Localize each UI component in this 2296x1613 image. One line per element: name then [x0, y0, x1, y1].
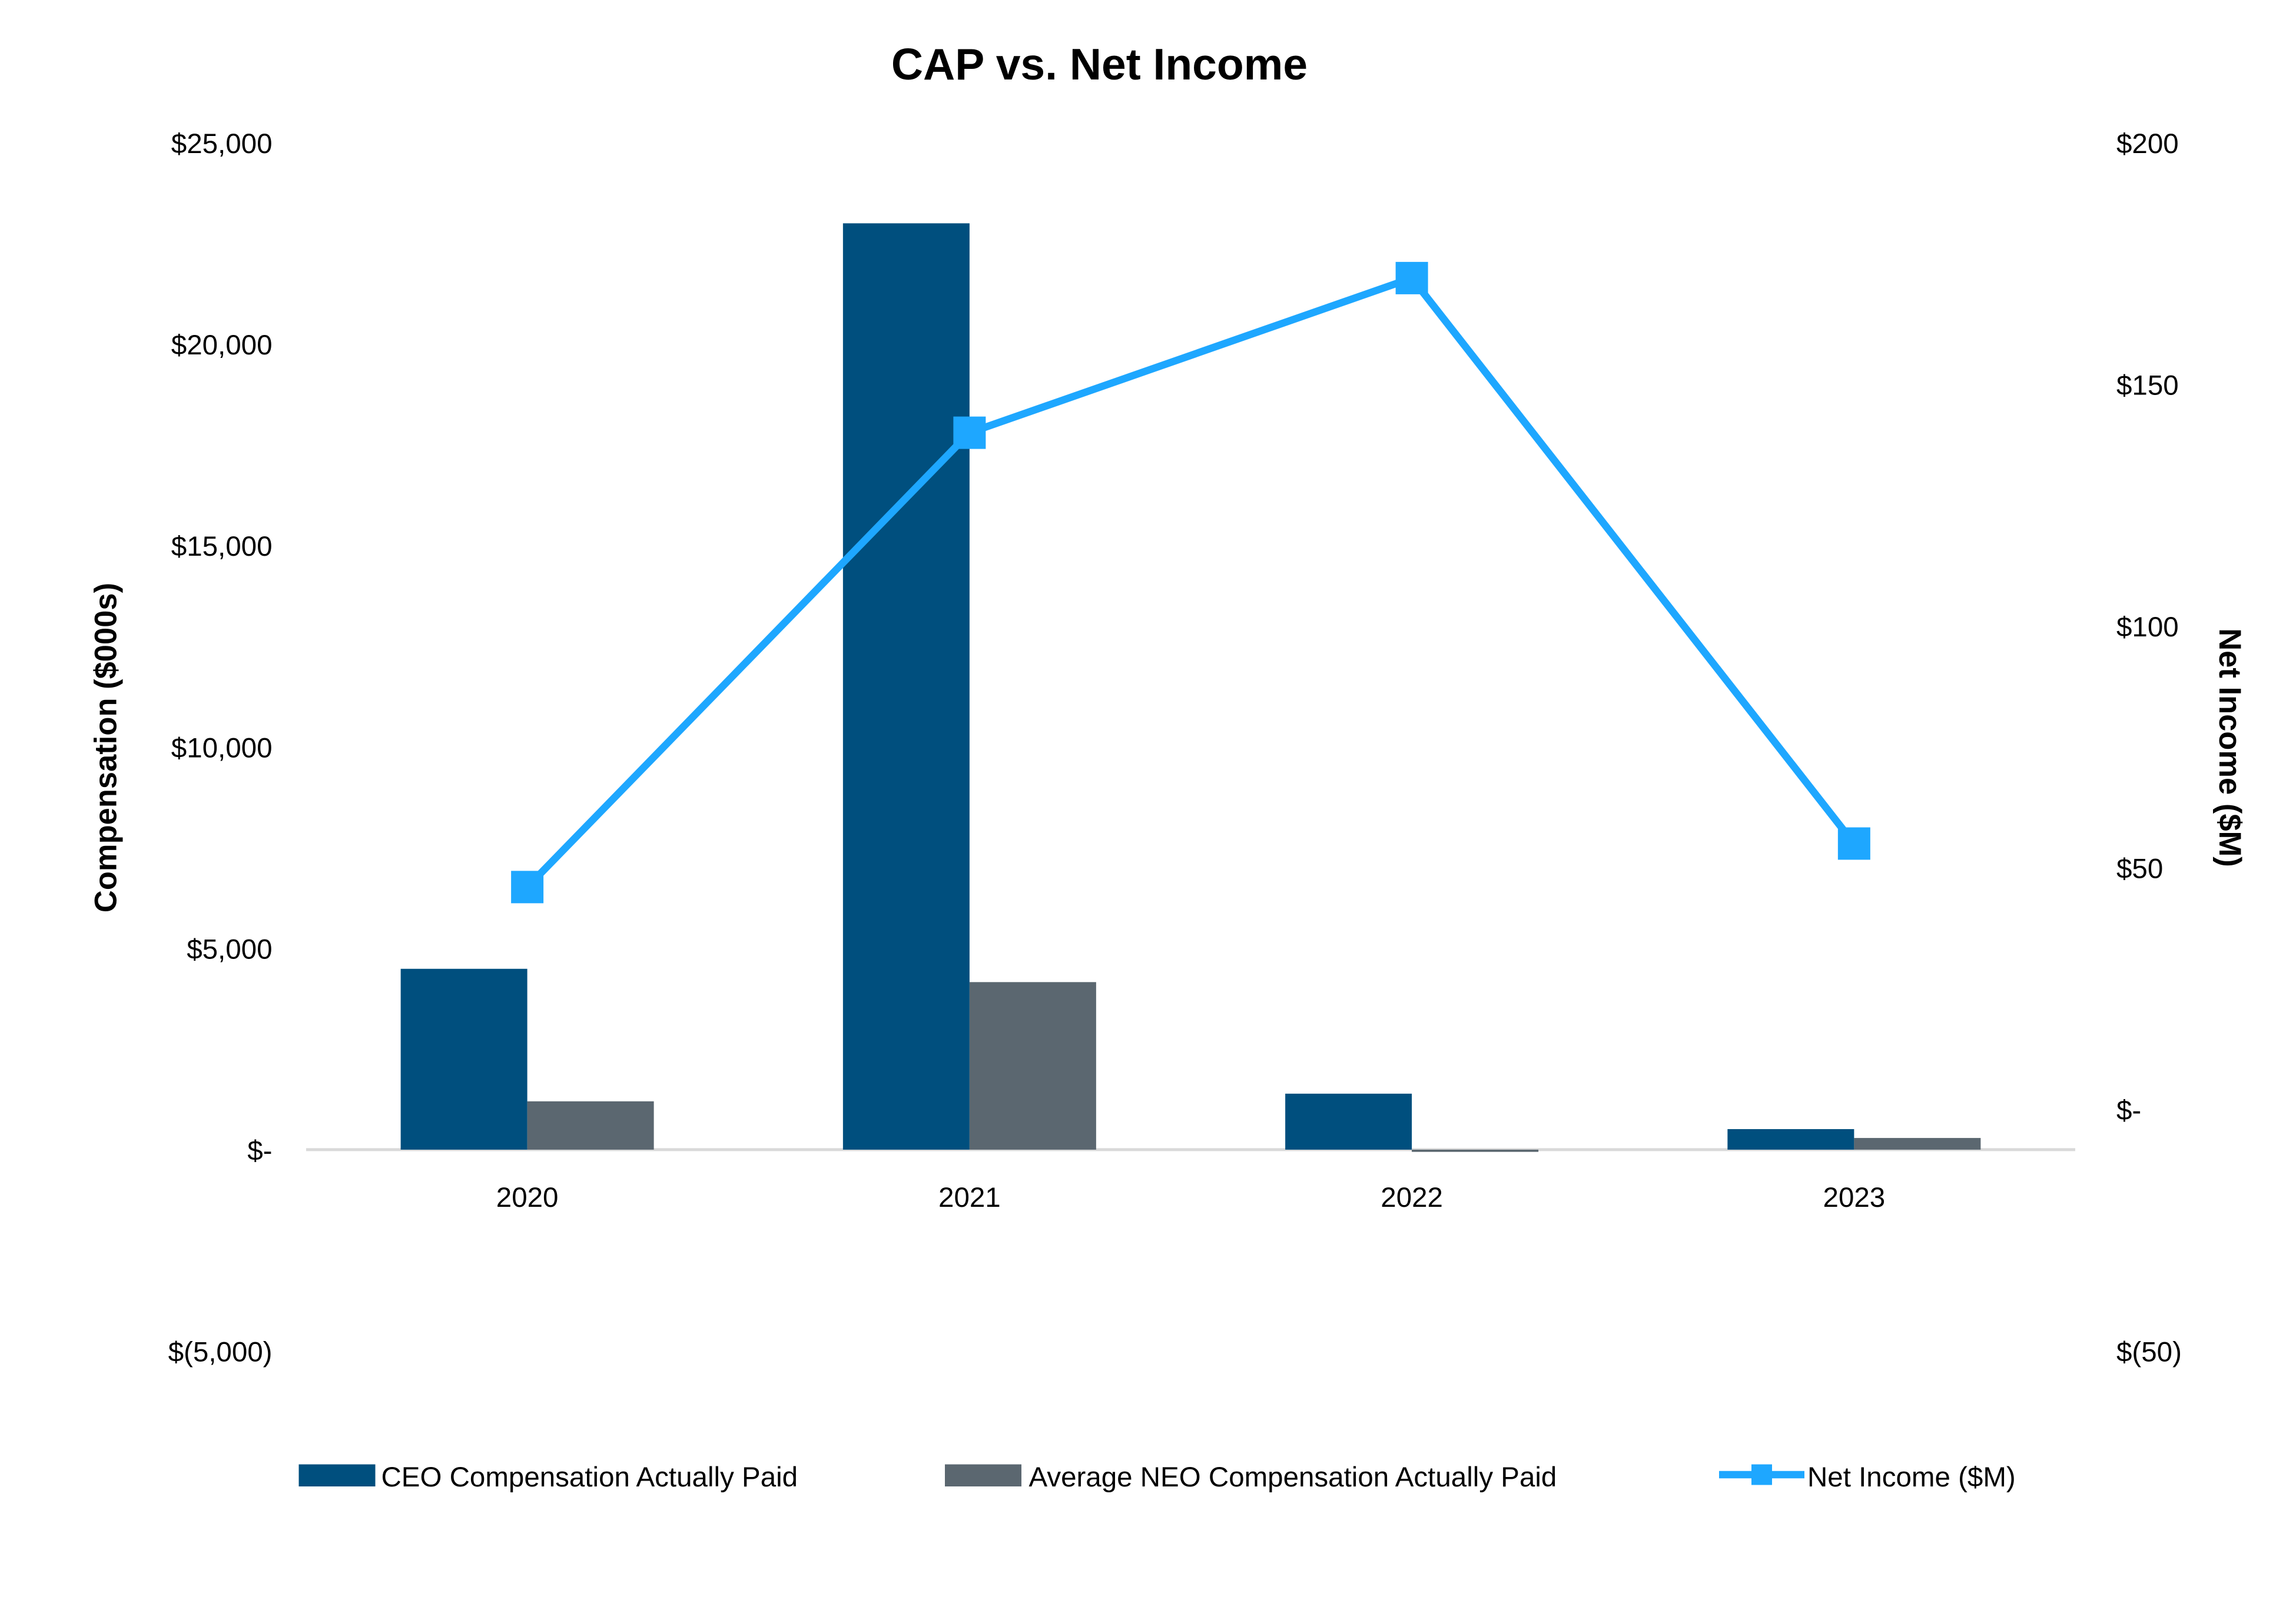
neo-cap-bar-2022	[1412, 1149, 1539, 1152]
net-income-marker-2023	[1837, 827, 1870, 860]
ceo-cap-bar-2020	[400, 968, 527, 1150]
x-tick-label: 2023	[1823, 1182, 1886, 1213]
ceo-cap-bar-2023	[1727, 1129, 1854, 1150]
legend-label-neo: Average NEO Compensation Actually Paid	[1029, 1462, 1557, 1493]
y-axis-right-label: Net Income ($M)	[2212, 628, 2247, 867]
legend: CEO Compensation Actually Paid Average N…	[298, 1462, 2016, 1493]
net-income-marker-2020	[511, 871, 544, 904]
y-right-tick-label: $-	[2116, 1095, 2141, 1126]
y-right-tick-label: $100	[2116, 612, 2179, 643]
x-tick-label: 2022	[1381, 1182, 1443, 1213]
neo-cap-bar-2020	[527, 1101, 654, 1150]
neo-cap-bar-2021	[969, 982, 1096, 1150]
y-right-tick-label: $(50)	[2116, 1337, 2182, 1368]
x-tick-label: 2020	[496, 1182, 559, 1213]
legend-label-ceo: CEO Compensation Actually Paid	[381, 1462, 798, 1493]
net-income-line	[525, 274, 1857, 890]
legend-label-net-income: Net Income ($M)	[1807, 1462, 2016, 1493]
net-income-marker-2021	[953, 416, 986, 449]
y-left-tick-label: $15,000	[171, 531, 273, 562]
ceo-cap-bar-2021	[842, 223, 970, 1150]
chart-title: CAP vs. Net Income	[891, 39, 1308, 89]
legend-swatch-ceo	[298, 1464, 376, 1486]
y-left-tick-label: $-	[247, 1135, 272, 1166]
legend-swatch-neo	[945, 1464, 1021, 1486]
legend-swatch-net-income-marker	[1751, 1464, 1772, 1485]
x-tick-label: 2021	[938, 1182, 1001, 1213]
y-left-tick-label: $5,000	[187, 934, 272, 965]
y-left-tick-label: $25,000	[171, 128, 273, 160]
ceo-cap-bar-2022	[1285, 1093, 1412, 1150]
y-axis-left-label: Compensation ($000s)	[89, 583, 124, 912]
y-right-tick-label: $150	[2116, 370, 2179, 401]
y-right-tick-label: $200	[2116, 128, 2179, 160]
net-income-marker-2022	[1395, 261, 1428, 294]
y-right-tick-label: $50	[2116, 854, 2163, 885]
neo-cap-bar-2023	[1854, 1138, 1981, 1150]
y-left-tick-label: $20,000	[171, 330, 273, 361]
y-left-tick-label: $(5,000)	[168, 1337, 273, 1368]
y-left-tick-label: $10,000	[171, 732, 273, 764]
